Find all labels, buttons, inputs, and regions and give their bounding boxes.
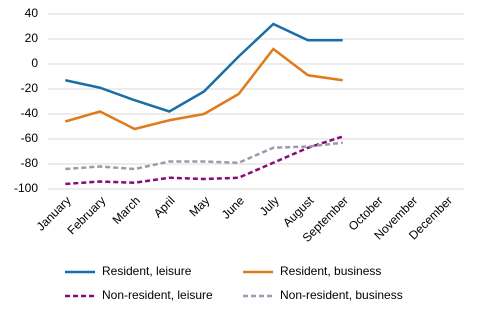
legend-label: Resident, business [280,264,381,278]
x-tick-label: May [186,193,212,219]
series-line [65,22,343,113]
y-tick-label: 40 [25,6,39,20]
legend-label: Non-resident, business [280,288,403,302]
x-tick-label: April [151,193,178,220]
y-tick-label: 20 [25,31,39,45]
series-line [64,47,343,131]
legend-label: Non-resident, leisure [102,288,213,302]
y-tick-label: -40 [21,106,39,120]
y-tick-label: 0 [31,56,38,70]
x-tick-label: February [65,193,109,237]
x-tick-label: June [219,193,248,222]
y-tick-label: -60 [21,131,39,145]
legend-label: Resident, leisure [102,264,192,278]
y-tick-label: -20 [21,81,39,95]
y-tick-label: -80 [21,156,39,170]
x-tick-label: July [257,193,282,218]
series-line [65,141,343,171]
y-tick-label: -100 [14,181,38,195]
series-line [65,135,344,186]
x-tick-label: March [110,193,143,226]
